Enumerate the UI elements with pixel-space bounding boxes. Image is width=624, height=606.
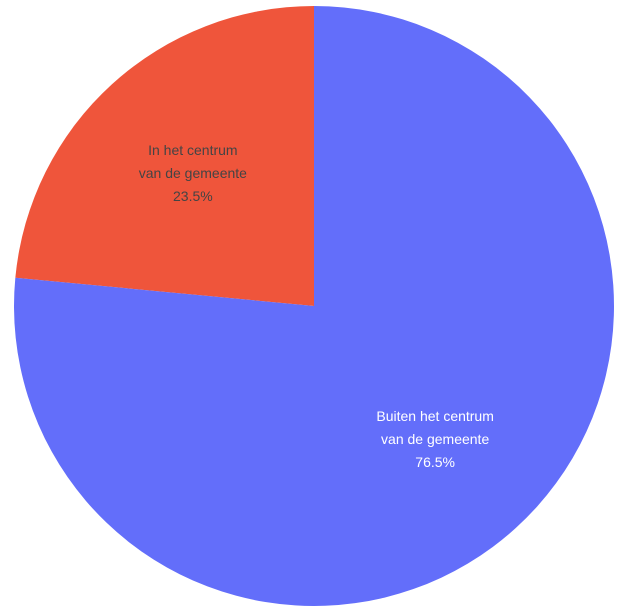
pie-slice-0[interactable] — [15, 6, 314, 306]
pie-slice-label-0: In het centrum van de gemeente 23.5% — [139, 142, 247, 204]
pie-slice-1[interactable] — [13, 6, 614, 606]
slice-name-line: van de gemeente — [139, 165, 247, 181]
pie-labels: In het centrum van de gemeente 23.5% Buiten… — [139, 142, 494, 470]
slice-name-line: Buiten het centrum — [376, 408, 494, 424]
pie-slices — [13, 6, 614, 606]
pie-slice-label-1: Buiten het centrum van de gemeente 76.5% — [376, 408, 494, 470]
slice-percent-label: 23.5% — [173, 188, 213, 204]
slice-name-line: van de gemeente — [381, 431, 489, 447]
slice-percent-label: 76.5% — [415, 454, 455, 470]
slice-name-line: In het centrum — [148, 142, 238, 158]
